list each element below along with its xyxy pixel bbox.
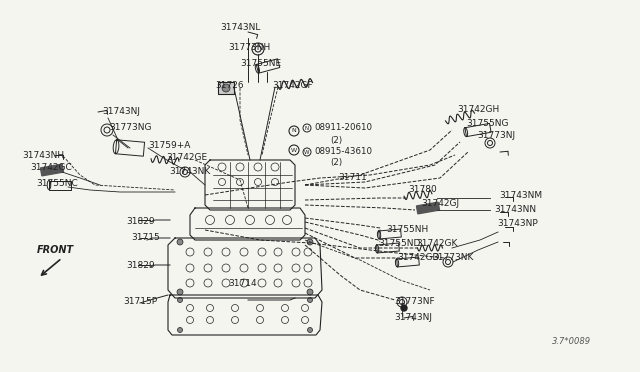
Circle shape — [177, 289, 183, 295]
Text: 31773NH: 31773NH — [228, 42, 270, 51]
Text: 31755NH: 31755NH — [386, 225, 428, 234]
Text: 31742GH: 31742GH — [457, 106, 499, 115]
Circle shape — [177, 239, 183, 245]
Circle shape — [222, 84, 230, 92]
Text: 31715: 31715 — [131, 232, 160, 241]
Text: 31743NJ: 31743NJ — [102, 108, 140, 116]
Text: FRONT: FRONT — [36, 245, 74, 255]
Text: 31755NE: 31755NE — [240, 60, 281, 68]
Text: 31742GC: 31742GC — [30, 164, 72, 173]
Text: 31780: 31780 — [408, 186, 436, 195]
Text: 31714: 31714 — [228, 279, 257, 288]
Text: 31742GF: 31742GF — [272, 80, 312, 90]
Text: 31742GJ: 31742GJ — [421, 199, 459, 208]
Text: 31726: 31726 — [215, 80, 244, 90]
Text: 3.7*0089: 3.7*0089 — [552, 337, 591, 346]
Circle shape — [177, 327, 182, 333]
Text: (2): (2) — [330, 158, 342, 167]
Text: 31743NP: 31743NP — [497, 218, 538, 228]
Text: 31829: 31829 — [126, 260, 155, 269]
Text: 31743NJ: 31743NJ — [394, 312, 432, 321]
Polygon shape — [417, 202, 440, 214]
Circle shape — [307, 239, 313, 245]
Text: 31743NH: 31743NH — [22, 151, 64, 160]
Circle shape — [307, 289, 313, 295]
Text: 31755NC: 31755NC — [36, 179, 77, 187]
Text: 08911-20610: 08911-20610 — [314, 124, 372, 132]
Text: 31742GK: 31742GK — [416, 240, 458, 248]
Text: 31773NG: 31773NG — [109, 124, 152, 132]
Text: 31829: 31829 — [126, 218, 155, 227]
Circle shape — [177, 298, 182, 302]
Text: 31711: 31711 — [338, 173, 367, 183]
Polygon shape — [40, 164, 63, 176]
Text: 31743NK: 31743NK — [169, 167, 211, 176]
Text: 31715P: 31715P — [123, 296, 157, 305]
Text: 31742GD: 31742GD — [397, 253, 440, 263]
Text: 31773NF: 31773NF — [394, 298, 435, 307]
Circle shape — [401, 305, 407, 311]
Text: (2): (2) — [330, 135, 342, 144]
Circle shape — [307, 327, 312, 333]
Text: N: N — [292, 128, 296, 134]
Text: 31742GE: 31742GE — [166, 154, 207, 163]
Bar — [218, 82, 234, 94]
Text: N: N — [305, 125, 309, 131]
Circle shape — [307, 298, 312, 302]
Text: 31743NN: 31743NN — [494, 205, 536, 214]
Text: 31755ND: 31755ND — [378, 240, 420, 248]
Text: W: W — [291, 148, 297, 153]
Text: W: W — [304, 150, 310, 154]
Text: 31773NK: 31773NK — [432, 253, 474, 263]
Text: 08915-43610: 08915-43610 — [314, 148, 372, 157]
Text: 31759+A: 31759+A — [148, 141, 190, 150]
Text: 31743NL: 31743NL — [220, 23, 260, 32]
Text: 31755NG: 31755NG — [466, 119, 509, 128]
Text: 31743NM: 31743NM — [499, 190, 542, 199]
Text: 31773NJ: 31773NJ — [477, 131, 515, 141]
